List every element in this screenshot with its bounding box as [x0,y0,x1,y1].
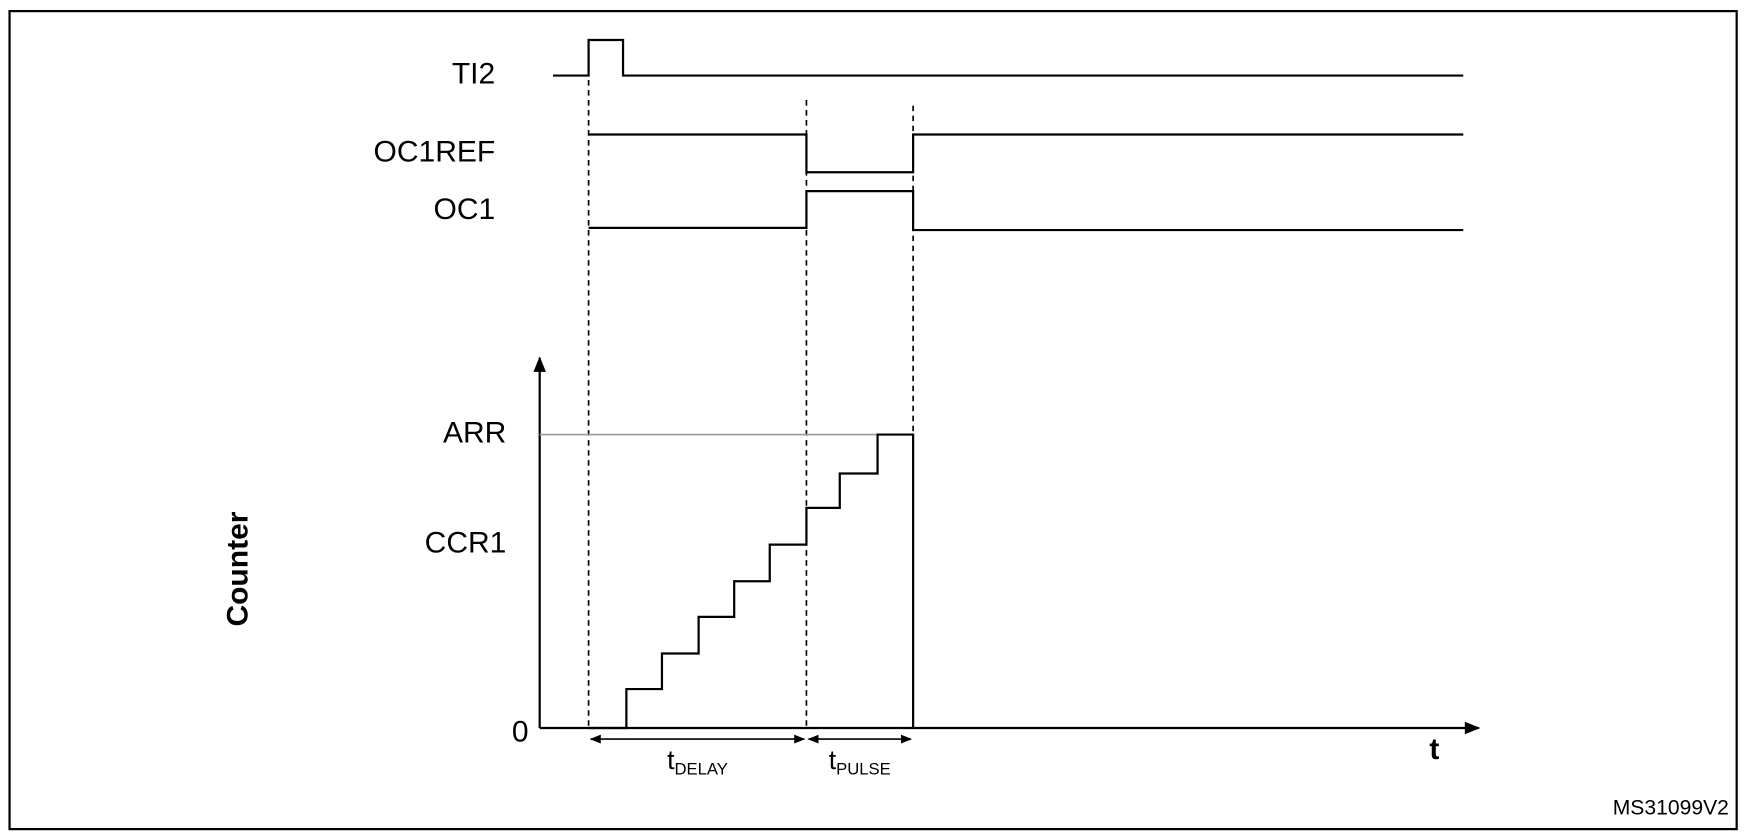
signal-label: TI2 [452,57,495,90]
figure-id: MS31099V2 [1613,797,1729,820]
interval-sub: DELAY [675,760,728,779]
oc1-wave [588,190,1464,232]
frame [8,10,1738,831]
level-label: 0 [512,715,529,748]
oc1ref-wave [588,133,1464,174]
signal-label: OC1 [434,193,496,226]
interval-main: t [667,745,675,775]
axis-label: Counter [222,511,255,626]
time-label: t [1429,733,1439,766]
signal-label: OC1REF [374,135,496,168]
level-label: CCR1 [425,527,507,560]
interval-label: tDELAY [667,745,728,779]
interval-label: tPULSE [829,745,891,779]
ti2-wave [553,38,1464,77]
interval-main: t [829,745,837,775]
level-label: ARR [443,416,506,449]
counter-staircase [588,433,915,730]
interval-sub: PULSE [836,760,891,779]
